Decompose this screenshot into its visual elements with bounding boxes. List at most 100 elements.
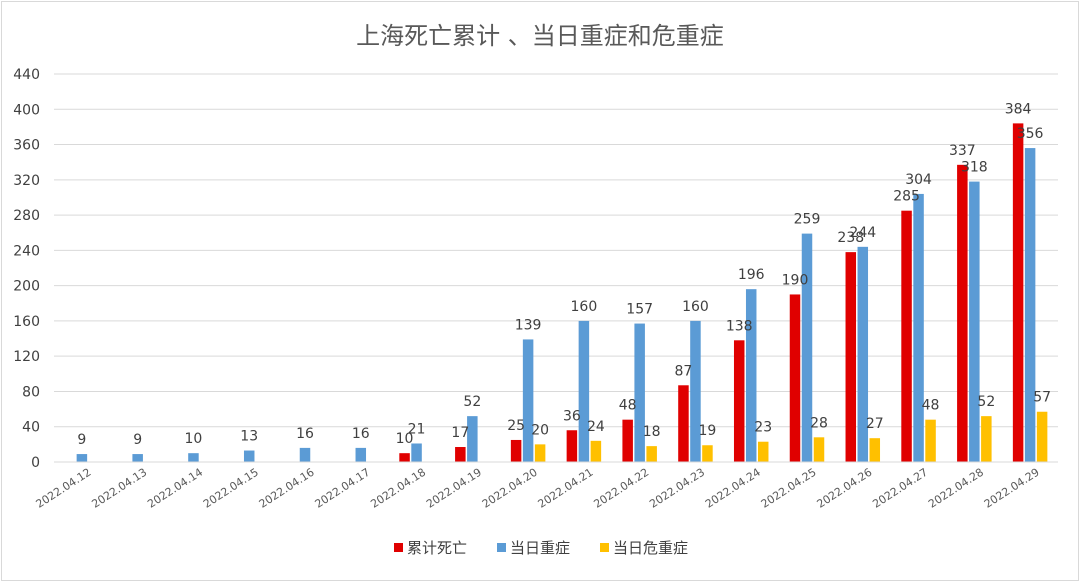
bar-累计死亡-2022.04.27 — [901, 210, 912, 462]
bar-当日重症-2022.04.23 — [690, 320, 701, 462]
legend-swatch-累计死亡 — [394, 543, 403, 552]
x-tick-label: 2022.04.16 — [257, 466, 317, 511]
bar-当日重症-2022.04.26 — [857, 246, 869, 462]
data-label: 16 — [296, 426, 314, 442]
gridlines — [54, 73, 1058, 463]
bar-当日重症-2022.04.18 — [411, 443, 422, 462]
bar-当日重症-2022.04.27 — [913, 193, 924, 462]
bar-当日危重症-2022.04.20 — [534, 444, 546, 462]
bar-当日危重症-2022.04.29 — [1036, 411, 1048, 462]
data-label: 21 — [408, 421, 426, 437]
y-tick-label: 80 — [22, 384, 40, 400]
data-label: 190 — [782, 272, 809, 288]
data-label: 87 — [675, 363, 693, 379]
data-label: 48 — [922, 398, 940, 414]
x-tick-label: 2022.04.12 — [34, 466, 94, 511]
data-label: 139 — [515, 317, 542, 333]
data-label: 238 — [837, 230, 864, 246]
bar-当日危重症-2022.04.27 — [925, 419, 936, 462]
bar-当日危重症-2022.04.28 — [981, 416, 992, 462]
legend-swatch-当日重症 — [497, 543, 506, 552]
data-label: 196 — [738, 267, 765, 283]
data-label: 52 — [463, 394, 481, 410]
bar-累计死亡-2022.04.21 — [566, 430, 578, 462]
bar-当日重症-2022.04.25 — [801, 233, 813, 462]
y-tick-label: 0 — [31, 455, 40, 471]
x-tick-label: 2022.04.21 — [536, 466, 596, 511]
data-label: 285 — [893, 189, 920, 205]
data-label: 20 — [531, 422, 549, 438]
x-tick-label: 2022.04.26 — [815, 466, 875, 511]
bar-当日重症-2022.04.14 — [188, 453, 199, 462]
x-tick-label: 2022.04.13 — [89, 466, 149, 511]
data-label: 9 — [133, 432, 142, 448]
x-tick-label: 2022.04.23 — [647, 466, 707, 511]
legend-entry-当日重症: 当日重症 — [510, 539, 570, 557]
legend-swatch-当日危重症 — [600, 543, 609, 552]
bar-累计死亡-2022.04.23 — [678, 385, 689, 462]
data-label: 52 — [977, 394, 995, 410]
data-label: 10 — [185, 431, 203, 447]
bar-当日危重症-2022.04.21 — [590, 440, 602, 462]
data-label: 16 — [352, 426, 370, 442]
x-tick-label: 2022.04.22 — [591, 466, 651, 511]
bar-累计死亡-2022.04.25 — [789, 294, 801, 462]
y-tick-label: 120 — [13, 349, 40, 365]
data-label: 23 — [754, 420, 772, 436]
data-label: 36 — [563, 408, 581, 424]
bar-累计死亡-2022.04.26 — [845, 252, 857, 462]
data-label: 157 — [626, 302, 653, 318]
bar-累计死亡-2022.04.20 — [510, 439, 522, 462]
y-tick-label: 200 — [13, 279, 40, 295]
data-label: 25 — [507, 418, 525, 434]
bars — [76, 123, 1048, 462]
bar-累计死亡-2022.04.19 — [455, 447, 466, 462]
y-tick-label: 440 — [13, 67, 40, 83]
x-tick-label: 2022.04.20 — [480, 466, 540, 511]
bar-当日重症-2022.04.24 — [745, 289, 757, 462]
y-tick-label: 280 — [13, 208, 40, 224]
y-axis: 0 40 80 120 160 200 240 280 320 360 400 440 — [13, 67, 40, 471]
bar-当日重症-2022.04.13 — [132, 454, 143, 462]
bar-当日重症-2022.04.12 — [76, 454, 88, 462]
legend-entry-当日危重症: 当日危重症 — [613, 539, 688, 557]
x-tick-label: 2022.04.24 — [703, 466, 763, 511]
data-label: 160 — [571, 299, 598, 315]
bar-当日重症-2022.04.28 — [969, 181, 980, 462]
x-tick-label: 2022.04.28 — [926, 466, 986, 511]
bar-累计死亡-2022.04.29 — [1012, 123, 1024, 462]
data-label: 138 — [726, 318, 753, 334]
data-label: 384 — [1005, 101, 1032, 117]
x-tick-label: 2022.04.15 — [201, 466, 261, 511]
y-tick-label: 400 — [13, 102, 40, 118]
bar-当日重症-2022.04.29 — [1024, 148, 1036, 462]
data-label: 244 — [849, 225, 876, 241]
bar-当日重症-2022.04.16 — [299, 447, 311, 462]
bar-累计死亡-2022.04.18 — [399, 453, 410, 462]
data-label: 18 — [643, 424, 661, 440]
data-label: 13 — [240, 429, 258, 445]
y-tick-label: 40 — [22, 420, 40, 436]
bar-当日重症-2022.04.17 — [355, 447, 367, 462]
data-label: 24 — [587, 419, 605, 435]
bar-当日危重症-2022.04.26 — [869, 438, 881, 462]
data-label: 57 — [1033, 390, 1051, 406]
bar-当日危重症-2022.04.25 — [813, 437, 825, 462]
y-tick-label: 240 — [13, 243, 40, 259]
x-tick-label: 2022.04.19 — [424, 466, 484, 511]
data-label: 28 — [810, 415, 828, 431]
data-label: 160 — [682, 299, 709, 315]
bar-当日重症-2022.04.20 — [522, 339, 534, 462]
x-axis: 2022.04.122022.04.132022.04.142022.04.15… — [34, 461, 1058, 511]
bar-累计死亡-2022.04.28 — [957, 164, 968, 462]
bar-累计死亡-2022.04.24 — [733, 340, 745, 462]
bar-当日危重症-2022.04.23 — [702, 445, 713, 462]
data-label: 10 — [396, 431, 414, 447]
bar-当日重症-2022.04.19 — [467, 416, 478, 462]
data-label: 304 — [905, 172, 932, 188]
x-tick-label: 2022.04.17 — [313, 466, 373, 511]
y-tick-label: 320 — [13, 173, 40, 189]
data-label: 27 — [866, 416, 884, 432]
